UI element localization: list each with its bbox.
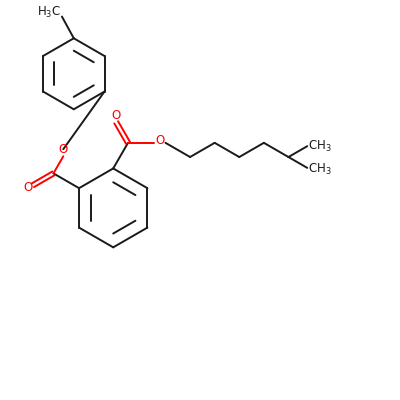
Text: CH$_3$: CH$_3$ bbox=[308, 162, 332, 177]
Text: O: O bbox=[155, 134, 164, 147]
Text: O: O bbox=[59, 143, 68, 156]
Text: O: O bbox=[24, 181, 33, 194]
Text: H$_3$C: H$_3$C bbox=[37, 5, 61, 20]
Text: CH$_3$: CH$_3$ bbox=[308, 139, 332, 154]
Text: O: O bbox=[112, 109, 121, 122]
